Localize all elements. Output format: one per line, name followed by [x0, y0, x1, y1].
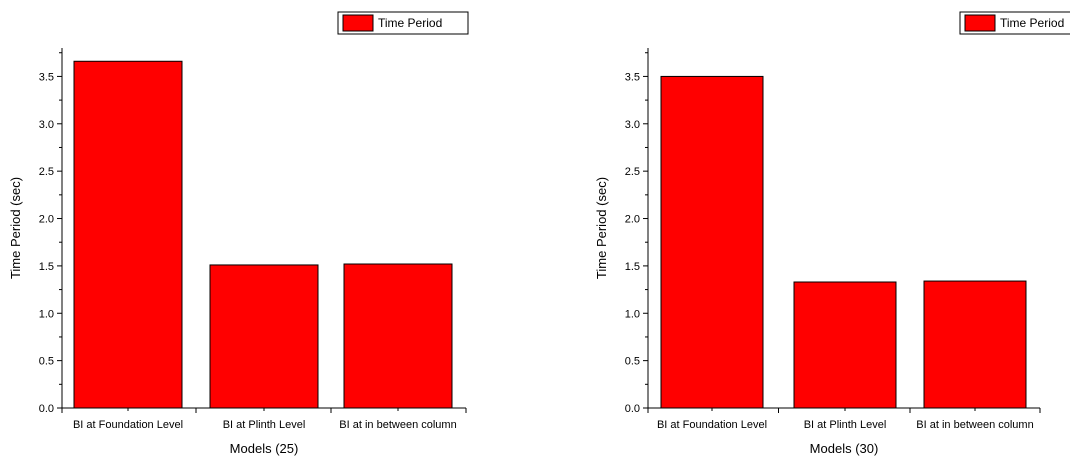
x-tick-label: BI at in between column [339, 419, 456, 431]
x-axis-title: Models (30) [810, 441, 879, 456]
bar-2 [209, 264, 319, 409]
y-tick-label: 0.5 [39, 356, 54, 368]
y-axis-title: Time Period (sec) [594, 177, 609, 279]
y-tick-label: 3.0 [625, 119, 640, 131]
bar-1 [73, 60, 183, 409]
x-tick-label: BI at Foundation Level [73, 419, 183, 431]
legend-label: Time Period [378, 16, 442, 30]
legend-swatch [964, 14, 996, 32]
y-tick-label: 2.5 [625, 166, 640, 178]
x-tick-label: BI at Foundation Level [657, 419, 767, 431]
y-tick-label: 1.5 [39, 261, 54, 273]
y-tick-label: 2.0 [39, 214, 54, 226]
y-tick-label: 3.5 [625, 71, 640, 83]
y-axis-title: Time Period (sec) [8, 177, 23, 279]
chart-panel-models-30: 0.0 0.5 1.0 1.5 2.0 2.5 3.0 3.5 BI at Foundation… [535, 0, 1070, 464]
y-tick-label: 1.5 [625, 261, 640, 273]
y-tick-label: 3.5 [39, 71, 54, 83]
y-tick-label: 0.0 [625, 403, 640, 415]
bar-chart-models-30: 0.0 0.5 1.0 1.5 2.0 2.5 3.0 3.5 BI at Foundation… [594, 11, 1070, 456]
bar-chart-models-25: 0.0 0.5 1.0 1.5 2.0 2.5 3.0 3.5 BI at Foundation… [8, 11, 469, 456]
legend-label: Time Period [1000, 16, 1064, 30]
x-axis-title: Models (25) [230, 441, 299, 456]
y-tick-label: 0.0 [39, 403, 54, 415]
y-tick-label: 2.5 [39, 166, 54, 178]
y-tick-label: 1.0 [625, 308, 640, 320]
legend: Time Period [959, 11, 1070, 35]
x-tick-label: BI at in between column [916, 419, 1033, 431]
x-tick-label: BI at Plinth Level [804, 419, 887, 431]
legend-swatch [342, 14, 374, 32]
y-tick-label: 3.0 [39, 119, 54, 131]
y-tick-label: 1.0 [39, 308, 54, 320]
bar-2 [793, 281, 897, 409]
y-tick-label: 0.5 [625, 356, 640, 368]
y-tick-label: 2.0 [625, 214, 640, 226]
bar-3 [923, 280, 1027, 409]
legend: Time Period [337, 11, 469, 35]
chart-panel-models-25: 0.0 0.5 1.0 1.5 2.0 2.5 3.0 3.5 BI at Foundation… [8, 11, 469, 456]
x-tick-label: BI at Plinth Level [223, 419, 306, 431]
bar-3 [343, 263, 453, 409]
bar-1 [660, 75, 764, 409]
